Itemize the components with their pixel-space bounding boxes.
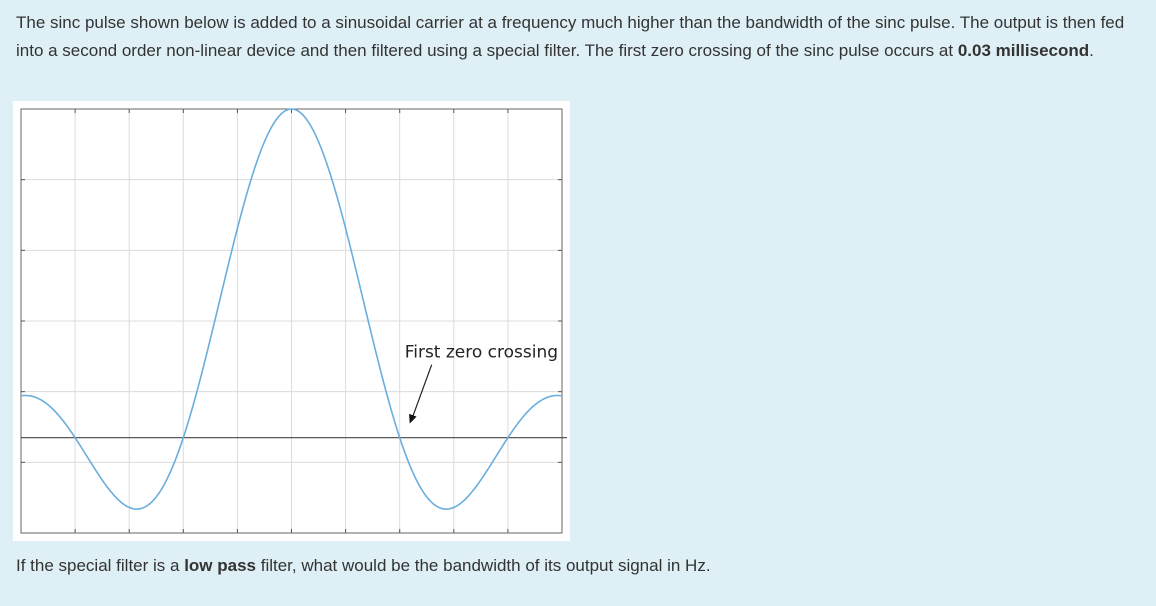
question-text: The sinc pulse shown below is added to a… xyxy=(16,9,1146,65)
followup-part1: If the special filter is a xyxy=(16,556,185,575)
followup-part2: filter, what would be the bandwidth of i… xyxy=(256,556,711,575)
followup-question: If the special filter is a low pass filt… xyxy=(16,552,1146,580)
followup-emphasis: low pass xyxy=(184,556,256,575)
zero-crossing-value: 0.03 millisecond xyxy=(957,41,1090,60)
sinc-chart: First zero crossing xyxy=(20,108,567,534)
annotation-label: First zero crossing xyxy=(405,343,558,363)
question-intro-end: . xyxy=(1089,41,1094,60)
sinc-pulse-line xyxy=(20,108,563,510)
annotation-arrowhead xyxy=(409,413,417,424)
question-intro: The sinc pulse shown below is added to a… xyxy=(16,13,1125,60)
annotation-arrow-line xyxy=(412,364,433,417)
sinc-pulse-figure: First zero crossing xyxy=(13,101,570,541)
